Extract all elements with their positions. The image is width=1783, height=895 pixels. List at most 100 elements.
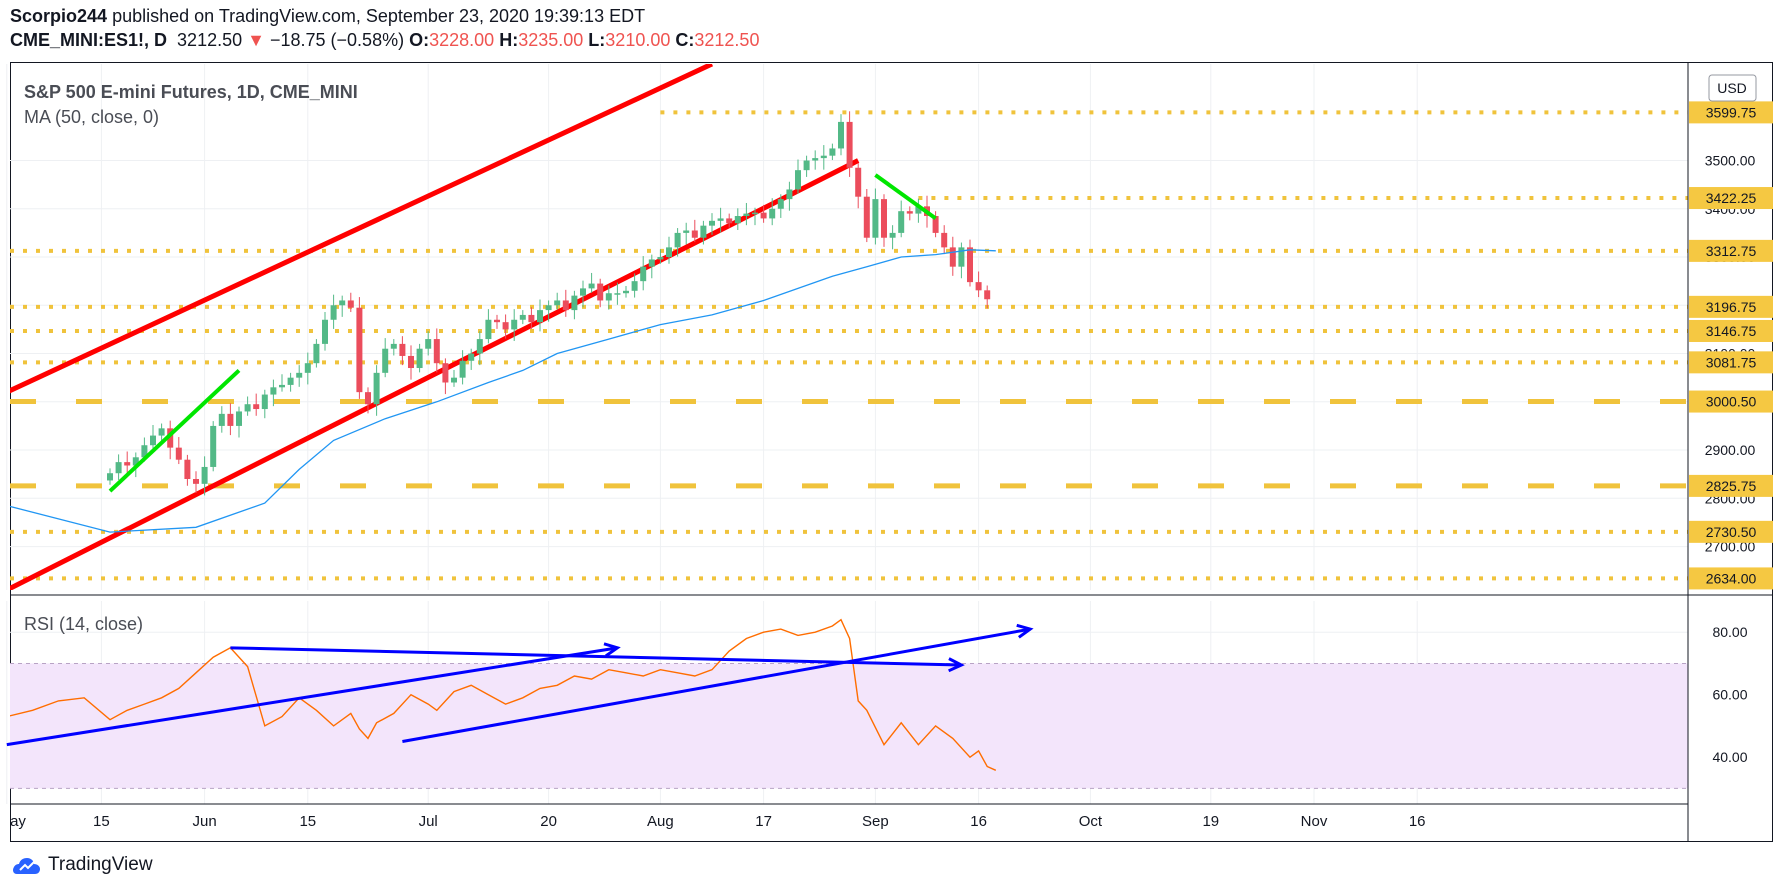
candle-body: [494, 319, 500, 323]
level-label-text: 2634.00: [1706, 570, 1757, 586]
open-value: 3228.00: [429, 30, 495, 50]
candle-body: [390, 343, 397, 349]
red-trendline: [10, 64, 714, 394]
candle-body: [193, 479, 199, 484]
level-label-box: [1689, 520, 1773, 543]
arrowhead-icon: [1016, 623, 1034, 639]
candle-body: [296, 372, 303, 378]
candle-body: [829, 148, 836, 156]
candle-body: [210, 425, 217, 467]
candle-body: [244, 404, 251, 412]
level-label-box: [1689, 390, 1773, 413]
level-label-box: [1689, 319, 1773, 342]
tradingview-cloud-icon: [13, 858, 40, 874]
candle-body: [906, 211, 913, 214]
candle-body: [167, 428, 174, 448]
candle-body: [786, 189, 793, 200]
high-value: 3235.00: [518, 30, 584, 50]
candle-body: [674, 232, 681, 248]
candle-body: [511, 319, 518, 330]
rsi-trendline: [402, 627, 1031, 744]
candle-body: [304, 363, 311, 373]
time-tick-label: Jun: [193, 813, 217, 830]
ohlc-line: CME_MINI:ES1!, D 3212.50 ▼ −18.75 (−0.58…: [10, 30, 759, 51]
time-tick-label: Oct: [1079, 813, 1103, 830]
close-label: C:: [675, 30, 695, 50]
candle-body: [545, 305, 552, 311]
low-value: 3210.00: [605, 30, 671, 50]
candle-body: [408, 355, 414, 369]
candle-body: [132, 457, 139, 466]
high-label: H:: [499, 30, 519, 50]
candle-body: [382, 348, 389, 373]
candle-body: [459, 360, 466, 378]
candle-body: [846, 121, 853, 168]
currency-button[interactable]: USD: [1708, 74, 1757, 102]
open-label: O:: [409, 30, 430, 50]
green-trendline: [108, 368, 241, 493]
candle-body: [855, 167, 862, 197]
candle-body: [451, 377, 457, 383]
green-trendlines: [108, 173, 937, 493]
rsi-trendlines: [6, 623, 1034, 747]
candle-body: [347, 300, 354, 308]
level-label-text: 3599.75: [1706, 104, 1757, 120]
level-label-text: 3196.75: [1706, 299, 1757, 315]
candle-body: [605, 293, 612, 301]
author-name[interactable]: Scorpio244: [10, 6, 108, 26]
logo-text: TradingView: [48, 854, 153, 875]
candle-body: [236, 411, 242, 426]
level-label-box: [1689, 295, 1773, 318]
price-change: −18.75 (−0.58%): [269, 30, 405, 50]
publish-line: Scorpio244 published on TradingView.com,…: [10, 6, 645, 27]
candle-body: [967, 247, 973, 283]
candle-body: [949, 247, 956, 267]
candle-body: [141, 445, 148, 458]
candle-body: [666, 247, 672, 258]
candle-body: [528, 314, 535, 323]
candle-body: [709, 220, 715, 226]
candle-body: [554, 300, 561, 306]
time-tick-label: 17: [755, 813, 772, 830]
level-label-text: 3422.25: [1706, 190, 1757, 206]
time-tick-label: Nov: [1301, 813, 1328, 830]
price-tick-label: 3500.00: [1705, 153, 1756, 169]
candle-body: [218, 413, 225, 426]
candle-body: [597, 283, 604, 301]
candle-body: [984, 290, 991, 300]
candle-body: [623, 290, 629, 294]
red-trendline: [10, 158, 860, 590]
last-price: 3212.50: [177, 30, 243, 50]
rsi-line: [10, 618, 997, 771]
candle-body: [777, 199, 784, 209]
candle-body: [433, 339, 440, 364]
candle-body: [700, 225, 707, 238]
level-label-box: [1689, 187, 1773, 210]
support-resistance-levels: [10, 110, 1688, 581]
currency-label: USD: [1717, 80, 1747, 96]
candle-body: [287, 377, 294, 385]
candle-body: [115, 462, 122, 474]
publish-text: published on TradingView.com, September …: [112, 6, 646, 26]
candle-body: [175, 447, 182, 460]
candle-body: [863, 196, 870, 238]
candle-body: [442, 363, 449, 383]
rsi-band: [10, 663, 1688, 789]
ma-legend[interactable]: MA (50, close, 0): [24, 107, 159, 127]
level-label-box: [1689, 351, 1773, 374]
rsi-legend[interactable]: RSI (14, close): [24, 614, 143, 634]
level-label-box: [1689, 474, 1773, 497]
candle-body: [898, 211, 905, 233]
candle-body: [476, 339, 483, 354]
candle-body: [571, 295, 578, 311]
candle-body: [537, 310, 543, 323]
level-label-box: [1689, 239, 1773, 262]
candle-body: [330, 305, 337, 320]
candle-body: [253, 404, 260, 410]
tradingview-logo[interactable]: TradingView: [12, 854, 153, 876]
level-label-text: 2825.75: [1706, 478, 1757, 494]
candle-body: [941, 232, 948, 248]
candle-body: [261, 394, 268, 410]
candle-body: [932, 216, 939, 233]
